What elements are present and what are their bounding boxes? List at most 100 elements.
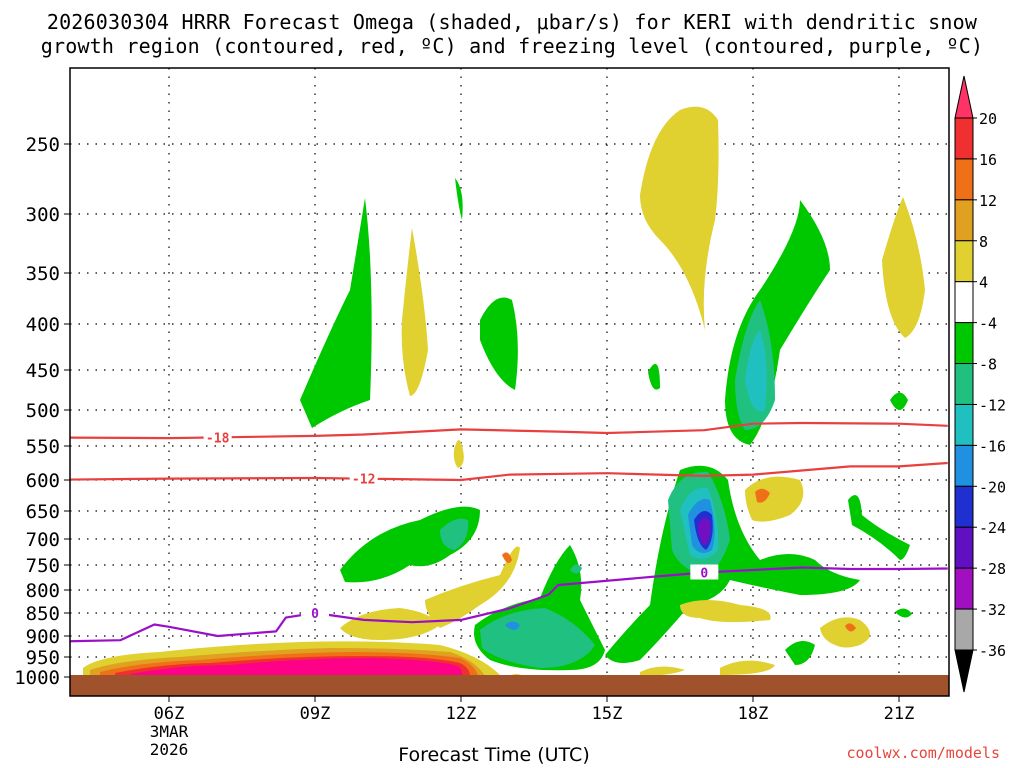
colorbar-label: -16 [979, 437, 1006, 455]
colorbar-swatch [954, 199, 974, 242]
colorbar-label: -32 [979, 601, 1006, 619]
omega-region-green [605, 465, 860, 664]
contour-label-bg [349, 470, 378, 486]
omega-region-cyan [745, 330, 767, 412]
colorbar-swatch [954, 322, 974, 365]
x-tick-label: 18Z [738, 704, 769, 724]
y-tick-label: 300 [26, 204, 60, 226]
omega-region-yellow [680, 600, 771, 623]
x-tick-year: 2026 [150, 740, 189, 759]
colorbar-swatch [954, 158, 974, 201]
omega-region-orange [755, 488, 770, 503]
y-tick-label: 250 [26, 134, 60, 156]
omega-region-purple [698, 517, 711, 546]
colorbar-label: -8 [979, 356, 997, 374]
y-tick-label: 650 [26, 501, 60, 523]
omega-region-green [480, 297, 518, 390]
x-tick-date: 3MAR [150, 722, 189, 741]
colorbar-swatch [954, 485, 974, 528]
colorbar-swatch [954, 363, 974, 405]
contour-label: -18 [206, 431, 230, 446]
x-tick-label: 21Z [884, 704, 915, 724]
omega-region-teal [440, 518, 469, 550]
omega-region-yellow [401, 228, 428, 396]
ground-surface [70, 675, 949, 696]
y-axis-labels: 2503003504004505005506006507007508008509… [14, 134, 70, 689]
omega-region-green [300, 198, 372, 428]
colorbar-label: -4 [979, 315, 997, 333]
colorbar-label: 4 [979, 274, 988, 292]
contour-label: -12 [352, 473, 375, 488]
contour-label: 0 [311, 607, 319, 622]
omega-region-green [455, 178, 463, 220]
colorbar-swatch [954, 240, 974, 283]
plot-frame [69, 67, 950, 697]
colorbar: 20 16 12 8 4 -4 -8 -12 -16 -20 -24 -28 -32 -36 [954, 75, 1006, 693]
colorbar-label: 20 [979, 110, 997, 128]
colorbar-swatch [954, 444, 974, 487]
omega-region-yellow [453, 440, 464, 468]
colorbar-swatch [954, 608, 974, 651]
omega-region-magenta [130, 658, 463, 678]
x-axis-title: Forecast Time (UTC) [398, 744, 590, 766]
colorbar-swatch [954, 403, 974, 446]
colorbar-label: -36 [979, 642, 1006, 660]
x-tick-label: 09Z [300, 704, 331, 724]
colorbar-label: 12 [979, 192, 997, 210]
omega-region-yellow [425, 546, 520, 628]
colorbar-label: -24 [979, 519, 1006, 537]
colorbar-swatch [954, 567, 974, 610]
colorbar-top-arrow [954, 75, 974, 119]
omega-region-green [895, 608, 912, 618]
omega-region-orange [845, 623, 856, 632]
omega-region-yellow [720, 660, 775, 675]
omega-region-orange [502, 552, 512, 564]
contour-line [70, 566, 948, 643]
y-tick-label: 950 [26, 647, 60, 669]
omega-region-yellow [640, 666, 685, 676]
colorbar-label: -28 [979, 560, 1006, 578]
contour-label-bg [203, 429, 232, 445]
y-tick-label: 750 [26, 555, 60, 577]
y-tick-label: 450 [26, 360, 60, 382]
omega-region-teal [570, 564, 582, 574]
colorbar-swatch [954, 117, 974, 160]
colorbar-bottom-arrow [954, 649, 974, 693]
omega-region-yellow [340, 608, 440, 640]
y-tick-label: 700 [26, 529, 60, 551]
colorbar-label: -20 [979, 478, 1006, 496]
omega-shading [83, 106, 925, 678]
colorbar-label: -12 [979, 396, 1006, 414]
colorbar-label: 16 [979, 151, 997, 169]
y-tick-label: 1000 [14, 667, 60, 689]
site-credit: coolwx.com/models [846, 744, 1000, 762]
omega-region-blue [505, 621, 520, 630]
y-tick-label: 800 [26, 580, 60, 602]
colorbar-swatch [954, 281, 974, 324]
chart-title-line1: 2026030304 HRRR Forecast Omega (shaded, … [46, 10, 978, 34]
chart-title-line2: growth region (contoured, red, ºC) and f… [40, 34, 984, 58]
omega-region-yellow [640, 106, 719, 331]
x-tick-label: 12Z [446, 704, 477, 724]
omega-region-green [785, 641, 815, 665]
omega-region-green [848, 495, 910, 560]
y-tick-label: 500 [26, 400, 60, 422]
y-tick-label: 900 [26, 626, 60, 648]
omega-region-yellow [745, 476, 804, 522]
contour-label-bg [690, 564, 719, 580]
y-tick-label: 600 [26, 470, 60, 492]
colorbar-swatch [954, 526, 974, 569]
x-tick-label: 06Z [154, 704, 185, 724]
contour-label: 0 [700, 567, 708, 582]
colorbar-label: 8 [979, 233, 988, 251]
x-tick-label: 15Z [592, 704, 623, 724]
contour-line [70, 461, 948, 482]
y-tick-label: 850 [26, 603, 60, 625]
omega-region-yellow [820, 617, 870, 648]
y-tick-label: 350 [26, 263, 60, 285]
contour-line [70, 421, 948, 440]
omega-region-yellow [882, 197, 925, 338]
contour-labels: -18 -12 0 0 [203, 429, 719, 622]
